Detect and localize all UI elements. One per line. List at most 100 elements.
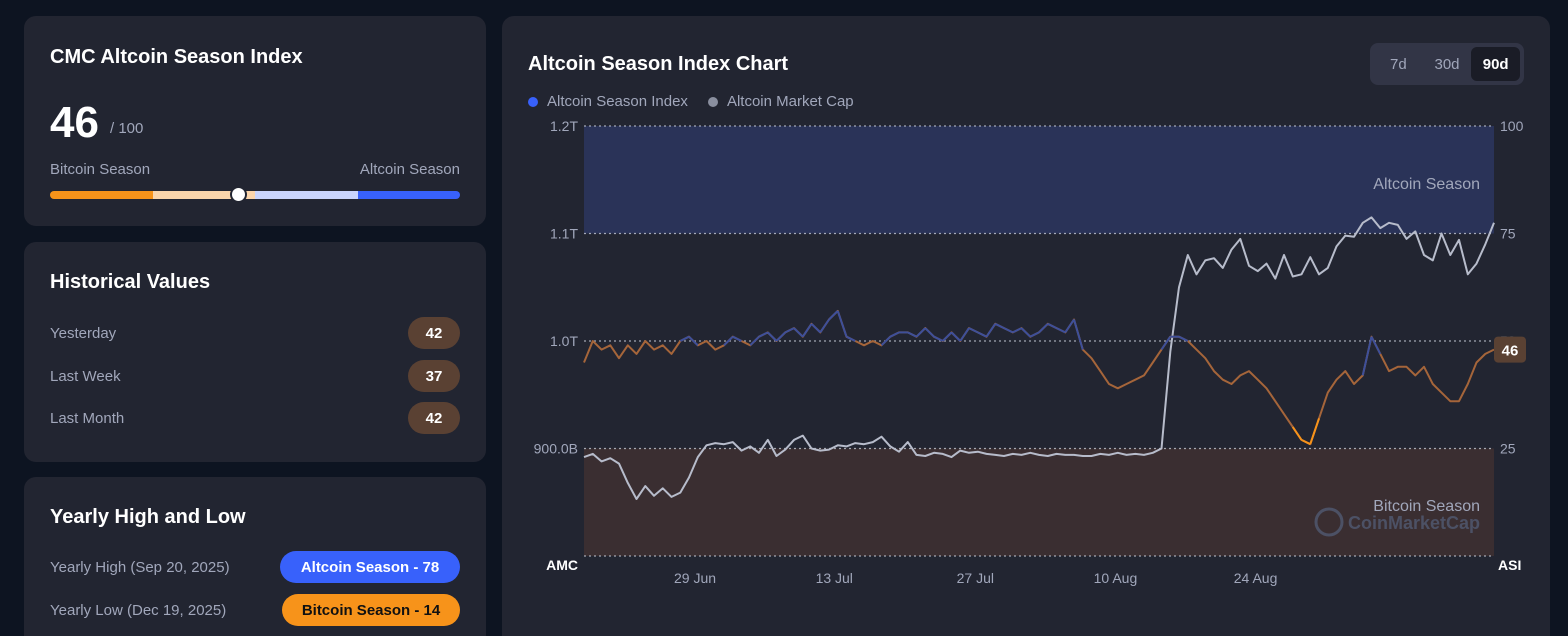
watermark-text: CoinMarketCap xyxy=(1348,513,1480,533)
yearly-low-row: Yearly Low (Dec 19, 2025) Bitcoin Season… xyxy=(50,594,460,626)
index-score: 46 xyxy=(50,98,99,147)
altcoin-season-zone-label: Altcoin Season xyxy=(1373,176,1480,193)
index-line-segment xyxy=(994,322,1005,329)
index-line-segment xyxy=(1020,327,1031,338)
altcoin-season-index-card: CMC Altcoin Season Index 46 / 100 Bitcoi… xyxy=(24,16,486,226)
legend-item-market-cap[interactable]: Altcoin Market Cap xyxy=(707,93,854,110)
y-right-tick-label: 100 xyxy=(1500,118,1524,134)
historical-value-badge: 42 xyxy=(408,402,460,434)
x-tick-label: 24 Aug xyxy=(1234,570,1278,586)
index-line-segment xyxy=(732,335,742,342)
index-line-segment xyxy=(985,323,997,338)
yearly-high-pill: Altcoin Season - 78 xyxy=(280,551,460,583)
historical-row-last-week: Last Week 37 xyxy=(50,360,460,392)
y-right-tick-label: 25 xyxy=(1500,441,1516,457)
index-line-segment xyxy=(767,331,778,342)
index-line-segment xyxy=(784,327,795,334)
index-line-segment xyxy=(810,323,821,334)
yearly-high-label: Yearly High (Sep 20, 2025) xyxy=(50,559,230,576)
index-line-segment xyxy=(907,331,917,338)
index-card-title: CMC Altcoin Season Index xyxy=(50,46,303,68)
yearly-high-text: Yearly High xyxy=(50,558,127,576)
season-gauge-bar xyxy=(50,191,460,199)
index-line-segment xyxy=(1003,327,1014,334)
index-line-segment xyxy=(1178,335,1189,342)
range-button-7d[interactable]: 7d xyxy=(1389,55,1407,73)
index-line-segment xyxy=(1160,336,1172,351)
index-line-segment xyxy=(959,327,970,342)
chart-title: Altcoin Season Index Chart xyxy=(528,53,789,75)
bitcoin-season-zone xyxy=(584,448,1494,556)
index-line-segment xyxy=(977,331,987,338)
left-axis-name: AMC xyxy=(546,557,578,573)
index-score-max: / 100 xyxy=(110,120,144,137)
x-tick-label: 27 Jul xyxy=(957,570,994,586)
index-line-segment xyxy=(1073,319,1084,350)
x-tick-label: 10 Aug xyxy=(1094,570,1138,586)
index-line-segment xyxy=(828,310,839,321)
chart-legend: Altcoin Season Index Altcoin Market Cap xyxy=(528,93,854,110)
index-line-segment xyxy=(723,335,734,347)
historical-label: Last Week xyxy=(50,367,121,385)
index-line-segment xyxy=(889,331,900,338)
index-line-segment xyxy=(688,335,699,347)
legend-label: Altcoin Season Index xyxy=(547,93,688,110)
index-line-segment xyxy=(1361,336,1373,376)
gauge-segment xyxy=(357,191,460,199)
legend-item-index[interactable]: Altcoin Season Index xyxy=(528,93,688,110)
index-line-segment xyxy=(950,331,961,342)
yearly-low-text: Yearly Low xyxy=(50,601,123,619)
historical-row-yesterday: Yesterday 42 xyxy=(50,317,460,349)
market-cap-line xyxy=(583,216,1495,500)
y-left-tick-label: 1.0T xyxy=(550,333,578,349)
legend-dot-icon xyxy=(528,96,538,107)
yearly-high-low-card: Yearly High and Low Yearly High (Sep 20,… xyxy=(24,477,486,636)
index-line-segment xyxy=(775,331,786,342)
gauge-segment xyxy=(152,191,255,199)
index-line-segment xyxy=(933,335,944,342)
y-left-tick-label: 1.2T xyxy=(550,118,578,134)
yearly-low-label: Yearly Low (Dec 19, 2025) xyxy=(50,602,226,619)
current-index-badge-text: 46 xyxy=(1502,343,1519,360)
index-line-segment xyxy=(1012,327,1022,334)
index-line-segment xyxy=(1309,418,1320,445)
index-line-segment xyxy=(749,335,760,347)
historical-label: Last Month xyxy=(50,409,125,427)
index-line-segment xyxy=(880,335,891,347)
historical-value-badge: 42 xyxy=(408,317,460,349)
altcoin-season-index-line xyxy=(583,309,1495,446)
altcoin-season-zone xyxy=(584,126,1494,234)
yearly-high-date: (Sep 20, 2025) xyxy=(130,558,230,576)
y-left-tick-label: 900.0B xyxy=(534,441,578,457)
yearly-high-row: Yearly High (Sep 20, 2025) Altcoin Seaso… xyxy=(50,551,460,583)
legend-dot-icon xyxy=(707,96,718,107)
range-button-30d[interactable]: 30d xyxy=(1434,55,1460,73)
range-button-90d[interactable]: 90d xyxy=(1471,47,1521,81)
index-line-segment xyxy=(968,327,979,334)
historical-values-card: Historical Values Yesterday 42 Last Week… xyxy=(24,242,486,462)
index-line-segment xyxy=(1064,318,1075,333)
historical-label: Yesterday xyxy=(50,324,117,342)
x-tick-label: 29 Jun xyxy=(674,570,716,586)
y-right-tick-label: 75 xyxy=(1500,226,1516,242)
legend-label: Altcoin Market Cap xyxy=(726,93,854,110)
x-tick-label: 13 Jul xyxy=(816,570,853,586)
coinmarketcap-watermark: CoinMarketCap xyxy=(1314,507,1480,537)
current-index-badge xyxy=(1494,336,1526,363)
altcoin-season-label: Altcoin Season xyxy=(359,161,460,178)
historical-row-last-month: Last Month 42 xyxy=(50,402,460,434)
gauge-indicator-knob xyxy=(230,186,248,203)
index-line-segment xyxy=(793,327,804,338)
index-line-segment xyxy=(1370,336,1382,355)
bitcoin-season-zone-label: Bitcoin Season xyxy=(1373,498,1480,515)
gauge-segment xyxy=(50,191,153,199)
coinmarketcap-logo-icon xyxy=(1314,507,1344,537)
right-axis-name: ASI xyxy=(1498,557,1521,573)
bitcoin-season-label: Bitcoin Season xyxy=(50,161,151,178)
yearly-low-date: (Dec 19, 2025) xyxy=(127,601,227,619)
index-line-segment xyxy=(924,327,935,338)
index-line-segment xyxy=(1029,331,1040,338)
index-line-segment xyxy=(801,323,813,338)
